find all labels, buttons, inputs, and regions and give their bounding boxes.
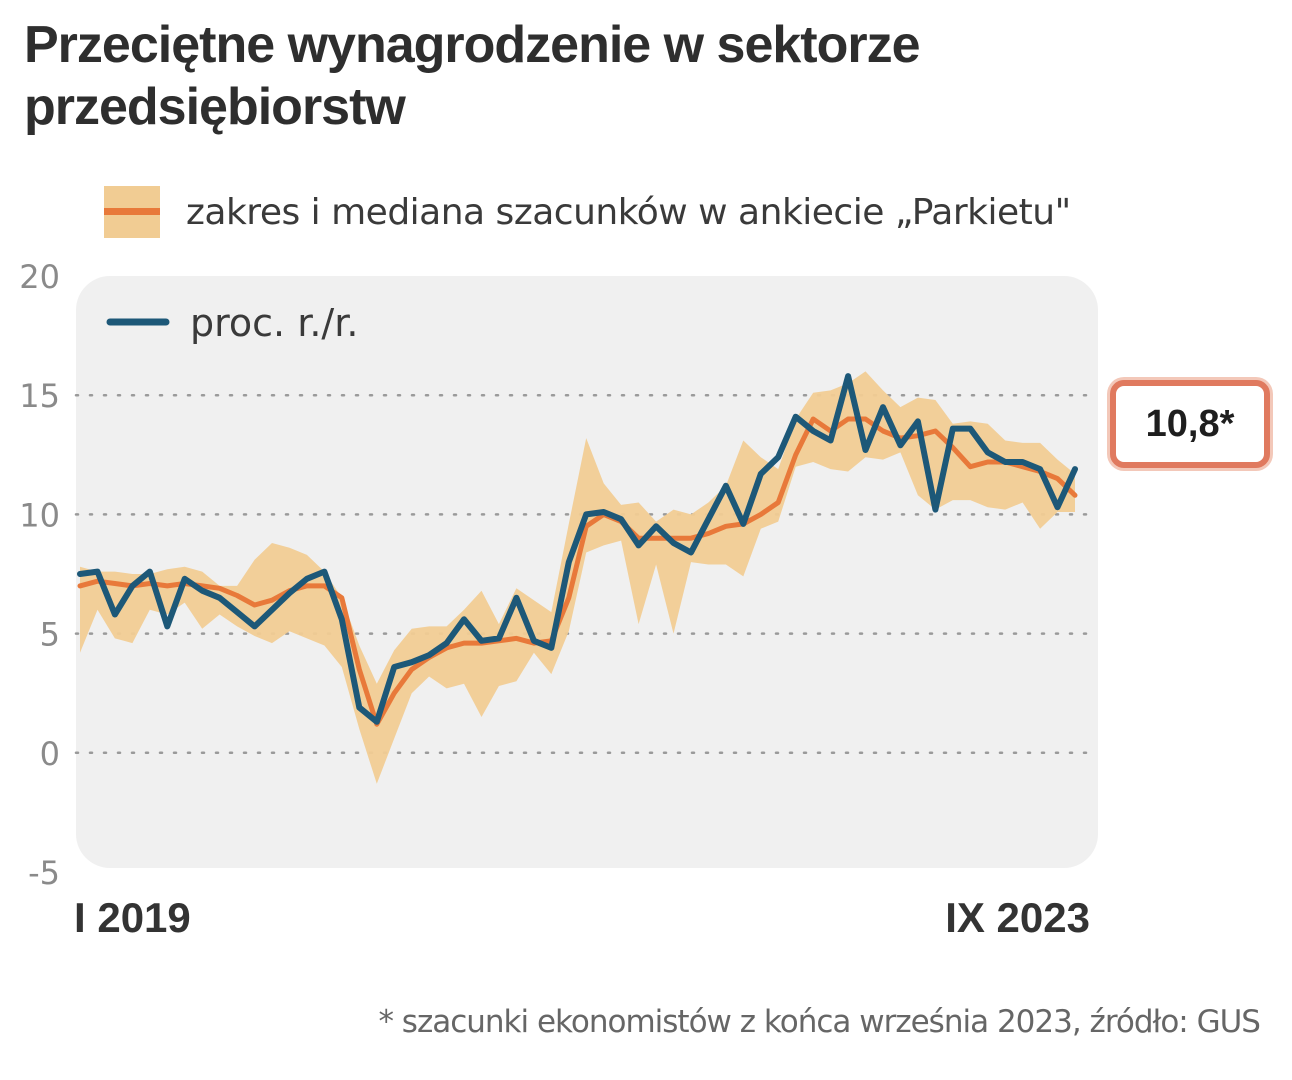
y-tick-label: 20 <box>19 258 60 296</box>
plot-panel <box>76 276 1098 868</box>
y-tick-label: 15 <box>19 377 60 415</box>
latest-value-badge: 10,8* <box>1110 380 1270 468</box>
range-median-swatch-icon <box>104 186 160 238</box>
legend-range-label: zakres i mediana szacunków w ankiecie „P… <box>186 191 1071 233</box>
x-tick-label-start: I 2019 <box>74 894 191 941</box>
y-tick-label: 10 <box>19 496 60 534</box>
y-tick-label: -5 <box>28 854 60 892</box>
legend-line-label: proc. r./r. <box>190 301 358 345</box>
chart-title: Przeciętne wynagrodzenie w sektorze prze… <box>24 16 921 136</box>
y-tick-label: 0 <box>40 735 60 773</box>
legend-range-median: zakres i mediana szacunków w ankiecie „P… <box>104 183 1071 241</box>
footnote: * szacunki ekonomistów z końca września … <box>378 1004 1261 1040</box>
y-tick-label: 5 <box>40 616 60 654</box>
yoy-growth-line <box>77 373 1078 725</box>
x-tick-label-end: IX 2023 <box>945 894 1090 941</box>
estimate-range-band <box>80 371 1075 784</box>
